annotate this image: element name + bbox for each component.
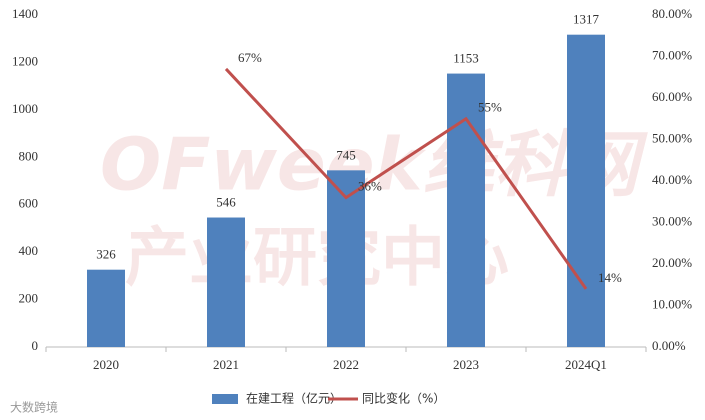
bar-label: 546 [216,195,236,210]
bar [567,34,605,347]
legend-swatch [212,394,238,404]
y2-tick-label: 80.00% [652,6,692,21]
bar [327,170,365,347]
y2-tick-label: 10.00% [652,296,692,311]
y-tick-label: 400 [19,243,39,258]
y-tick-label: 0 [32,338,39,353]
x-tick-label: 2023 [453,357,479,372]
bar-label: 1153 [453,51,479,66]
line-label: 14% [598,270,622,285]
bar-label: 1317 [573,12,600,27]
y2-tick-label: 30.00% [652,213,692,228]
y2-tick-label: 20.00% [652,255,692,270]
watermark: 产业研究中心 [125,222,509,296]
x-tick-label: 2020 [93,357,119,372]
y-tick-label: 800 [19,148,39,163]
line-label: 36% [358,179,382,194]
watermark: OFweek维科网 [100,123,648,207]
y-tick-label: 1400 [12,6,38,21]
y-tick-label: 1200 [12,53,38,68]
bar-label: 326 [96,247,116,262]
y2-tick-label: 60.00% [652,89,692,104]
line-label: 55% [478,100,502,115]
x-tick-label: 2021 [213,357,239,372]
y-tick-label: 600 [19,196,39,211]
bar [87,269,125,347]
line-label: 67% [238,50,262,65]
line [224,67,588,290]
bar [207,217,245,347]
bar-label: 745 [336,147,356,162]
legend-label: 同比变化（%） [362,391,445,406]
y2-tick-label: 0.00% [652,338,686,353]
y2-tick-label: 40.00% [652,172,692,187]
y-tick-label: 1000 [12,101,38,116]
y2-tick-label: 70.00% [652,47,692,62]
legend-label: 在建工程（亿元） [246,391,342,406]
source-logo: 大数跨境 [10,400,58,415]
x-tick-label: 2022 [333,357,359,372]
y2-tick-label: 50.00% [652,130,692,145]
x-tick-label: 2024Q1 [565,357,607,372]
y-tick-label: 200 [19,291,39,306]
